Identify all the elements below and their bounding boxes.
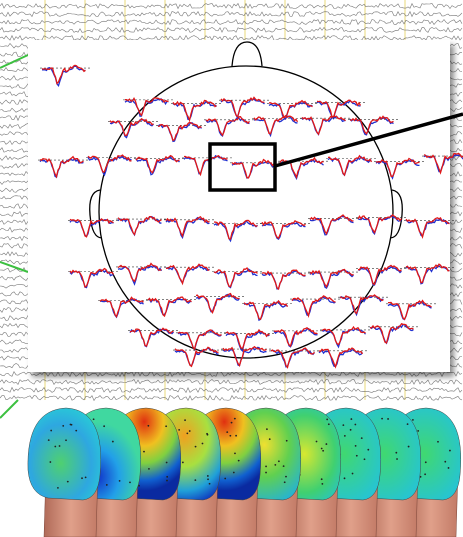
electrode (166, 462, 168, 464)
electrode (354, 424, 356, 426)
electrode (355, 445, 357, 447)
electrode (238, 460, 240, 462)
electrode (444, 461, 446, 463)
electrode (207, 475, 209, 477)
electrode (381, 418, 383, 420)
electrode (235, 435, 237, 437)
electrode (396, 458, 398, 460)
electrode (274, 464, 276, 466)
electrode (325, 443, 327, 445)
electrode (165, 425, 167, 427)
electrode (412, 419, 414, 421)
electrode (209, 483, 211, 485)
electrode (207, 478, 209, 480)
electrode (321, 483, 323, 485)
electrode (342, 424, 344, 426)
electrode (437, 441, 439, 443)
electrode (112, 441, 114, 443)
electrode (283, 465, 285, 467)
electrode (407, 423, 409, 425)
electrode (57, 487, 59, 489)
electrode (233, 472, 235, 474)
electrode (85, 476, 87, 478)
electrode (265, 472, 267, 474)
electrode (65, 439, 67, 441)
electrode (224, 478, 226, 480)
electrode (143, 451, 145, 453)
electrode (424, 473, 426, 475)
electrode (265, 466, 267, 468)
electrode (106, 484, 108, 486)
electrode (395, 452, 397, 454)
electrode (321, 478, 323, 480)
electrode (321, 448, 323, 450)
electrode (129, 481, 131, 483)
electrode (229, 435, 231, 437)
electrode (350, 418, 352, 420)
page: (() => { JSON.parse(document.getElementB… (0, 0, 463, 537)
electrode (50, 430, 52, 432)
electrode (269, 438, 271, 440)
electrode (356, 455, 358, 457)
electrode (93, 418, 95, 420)
electrode (62, 425, 64, 427)
electrode (67, 481, 69, 483)
electrode (119, 480, 121, 482)
electrode (344, 435, 346, 437)
electrode (147, 425, 149, 427)
electrode (361, 437, 363, 439)
electrode (48, 439, 50, 441)
electrode (202, 443, 204, 445)
electrode (285, 476, 287, 478)
electrode (148, 468, 150, 470)
electrode (352, 473, 354, 475)
electrode (364, 458, 366, 460)
electrode (182, 462, 184, 464)
electrode (207, 434, 209, 436)
electrode (316, 441, 318, 443)
electrode (231, 422, 233, 424)
electrode (226, 431, 228, 433)
electrode (186, 432, 188, 434)
electrode (178, 429, 180, 431)
electrode (344, 477, 346, 479)
electrode (326, 419, 328, 421)
electrode (350, 429, 352, 431)
electrode (166, 476, 168, 478)
electrode (234, 452, 236, 454)
electrode (417, 430, 419, 432)
electrode (70, 424, 72, 426)
electrode (286, 440, 288, 442)
figure (0, 0, 463, 537)
electrode (449, 450, 451, 452)
scalp (28, 408, 101, 500)
electrode (328, 423, 330, 425)
electrode (184, 419, 186, 421)
electrode (278, 460, 280, 462)
electrode (166, 480, 168, 482)
electrode (81, 477, 83, 479)
electrode (59, 445, 61, 447)
electrode (284, 481, 286, 483)
electrode (408, 446, 410, 448)
electrode (322, 450, 324, 452)
electrode (425, 461, 427, 463)
electrode (266, 428, 268, 430)
electrode (75, 430, 77, 432)
electrode (387, 418, 389, 420)
electrode (54, 446, 56, 448)
electrode (194, 479, 196, 481)
electrode (367, 449, 369, 451)
electrode (195, 446, 197, 448)
electrode (49, 461, 51, 463)
electrode (234, 418, 236, 420)
electrode (189, 430, 191, 432)
topography-heads (28, 408, 461, 537)
electrode (103, 425, 105, 427)
electrode (448, 467, 450, 469)
